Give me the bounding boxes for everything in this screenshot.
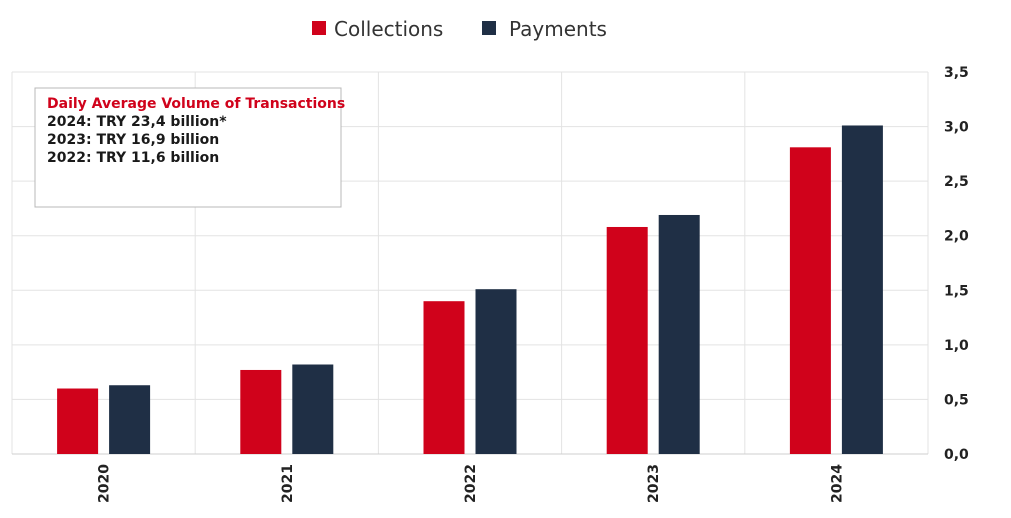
bar-collections-2022	[423, 301, 465, 454]
bar-collections-2023	[606, 226, 648, 454]
annotation-frame	[34, 87, 342, 208]
y-tick-label: 1,0	[944, 338, 969, 354]
bar-payments-2020	[109, 385, 151, 454]
x-tick-label: 2020	[97, 464, 113, 503]
legend-label-payments: Payments	[509, 17, 607, 41]
bars	[57, 125, 883, 454]
y-tick-label: 3,5	[944, 65, 969, 81]
y-tick-label: 0,0	[944, 447, 969, 463]
annotation-line: 2022: TRY 11,6 billion	[47, 150, 219, 166]
bar-payments-2024	[841, 125, 883, 454]
bar-collections-2024	[789, 147, 831, 454]
bar-payments-2021	[292, 364, 334, 454]
x-tick-label: 2023	[646, 464, 662, 503]
x-tick-label: 2024	[829, 464, 845, 503]
y-tick-label: 3,0	[944, 120, 969, 136]
bar-payments-2023	[658, 214, 700, 454]
bar-collections-2021	[240, 369, 282, 454]
annotation-line: 2023: TRY 16,9 billion	[47, 132, 219, 148]
legend-swatch-payments	[482, 21, 496, 35]
y-tick-label: 1,5	[944, 283, 969, 299]
bar-collections-2020	[57, 388, 99, 454]
y-tick-label: 0,5	[944, 392, 969, 408]
y-axis-ticks: 0,0 0,5 1,0 1,5 2,0 2,5 3,0 3,5	[944, 65, 969, 463]
x-axis-ticks: 2020 2021 2022 2023 2024	[97, 464, 846, 503]
bar-payments-2022	[475, 289, 517, 454]
y-tick-label: 2,0	[944, 229, 969, 245]
x-tick-label: 2021	[280, 464, 296, 503]
y-tick-label: 2,5	[944, 174, 969, 190]
legend: Collections Payments	[312, 17, 607, 41]
x-tick-label: 2022	[463, 464, 479, 503]
legend-label-collections: Collections	[334, 17, 443, 41]
annotation-line: 2024: TRY 23,4 billion*	[47, 114, 227, 130]
annotation-box: Daily Average Volume of Transactions 202…	[34, 87, 345, 208]
annotation-title: Daily Average Volume of Transactions	[47, 96, 345, 112]
legend-swatch-collections	[312, 21, 326, 35]
